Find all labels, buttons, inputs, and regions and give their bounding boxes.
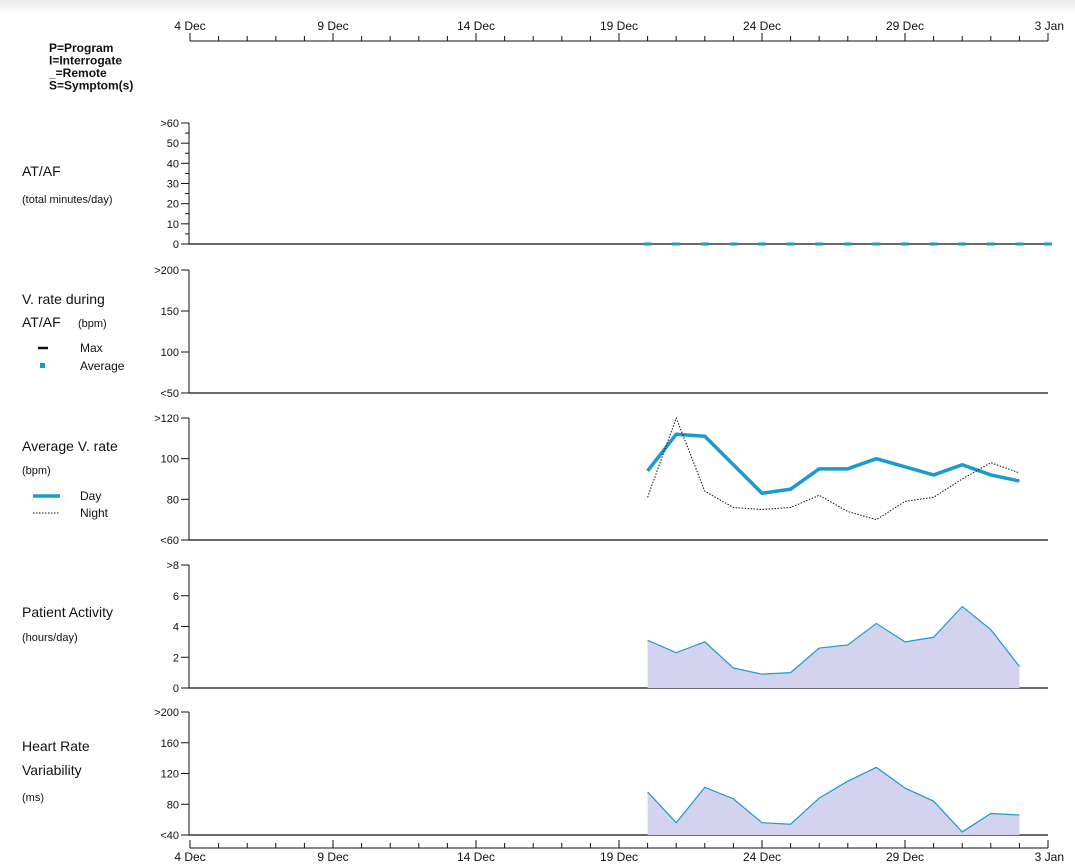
y-tick-label: 80 (167, 494, 179, 506)
y-tick-label: >120 (154, 413, 179, 425)
panel-title-unit: (bpm) (78, 318, 107, 330)
bottom-x-tick-label: 29 Dec (886, 850, 924, 864)
af-zero-marker (815, 242, 824, 246)
panel-title: AT/AF (22, 163, 61, 179)
y-tick-label: 120 (161, 769, 179, 781)
event-code-legend: I=Interrogate (49, 54, 122, 68)
y-tick-label: >200 (154, 707, 179, 719)
y-tick-label: 2 (173, 652, 179, 664)
af-zero-marker (729, 242, 738, 246)
area-line (647, 766, 1020, 833)
af-zero-marker (643, 242, 652, 246)
af-zero-marker (872, 242, 881, 246)
y-tick-label: <60 (160, 535, 179, 547)
y-tick-label: <50 (160, 388, 179, 400)
panel-title: Heart Rate (22, 738, 90, 754)
y-tick-label: >60 (160, 118, 179, 130)
panel-subtitle: (ms) (22, 792, 44, 804)
top-x-tick-label: 9 Dec (317, 19, 348, 33)
panel-subtitle: (bpm) (22, 465, 51, 477)
panel-title: V. rate during (22, 291, 105, 307)
legend-label: Max (80, 341, 103, 355)
af-zero-marker (958, 242, 967, 246)
y-tick-label: >200 (154, 265, 179, 277)
area-fill (647, 606, 1020, 688)
event-code-legend: S=Symptom(s) (49, 79, 133, 93)
night-rate-line (647, 416, 1020, 521)
panel-title: AT/AF (22, 314, 61, 330)
y-tick-label: 50 (167, 138, 179, 150)
af-zero-marker (929, 242, 938, 246)
day-rate-line (646, 432, 1020, 495)
top-x-tick-label: 3 Jan (1035, 19, 1064, 33)
top-x-tick-label: 29 Dec (886, 19, 924, 33)
y-tick-label: 10 (167, 219, 179, 231)
bottom-x-tick-label: 4 Dec (174, 850, 205, 864)
event-code-legend: _=Remote (48, 66, 107, 80)
legend-label: Day (80, 489, 101, 503)
af-zero-marker (758, 242, 766, 246)
top-x-tick-label: 14 Dec (457, 19, 495, 33)
y-tick-label: 6 (173, 591, 179, 603)
legend-label: Average (80, 359, 125, 373)
event-code-legend: P=Program (49, 41, 113, 55)
top-x-tick-label: 19 Dec (600, 19, 638, 33)
y-tick-label: 100 (161, 454, 179, 466)
panel-subtitle: (hours/day) (22, 632, 78, 644)
y-tick-label: 40 (167, 158, 179, 170)
y-tick-label: 100 (161, 347, 179, 359)
y-tick-label: 150 (161, 306, 179, 318)
panel-title: Variability (22, 762, 82, 778)
af-zero-marker (1015, 242, 1024, 246)
af-zero-marker (843, 242, 852, 246)
panel-title: Patient Activity (22, 604, 113, 620)
area-fill (647, 767, 1020, 835)
bottom-x-tick-label: 24 Dec (743, 850, 781, 864)
panel-subtitle: (total minutes/day) (22, 194, 112, 206)
top-x-tick-label: 24 Dec (743, 19, 781, 33)
y-tick-label: 160 (161, 738, 179, 750)
y-tick-label: 4 (173, 622, 179, 634)
af-zero-marker (786, 242, 795, 246)
af-zero-marker (672, 242, 681, 246)
panel-title: Average V. rate (22, 438, 118, 454)
y-tick-label: 80 (167, 799, 179, 811)
bottom-x-tick-label: 3 Jan (1035, 850, 1064, 864)
top-x-tick-label: 4 Dec (174, 19, 205, 33)
y-tick-label: 30 (167, 179, 179, 191)
af-zero-marker (1044, 242, 1052, 246)
legend-label: Night (80, 506, 109, 520)
y-tick-label: 0 (173, 683, 179, 695)
af-zero-marker (700, 242, 709, 246)
y-tick-label: >8 (166, 560, 179, 572)
legend-average-swatch (40, 363, 45, 368)
y-tick-label: 0 (173, 239, 179, 251)
top-shadow (0, 0, 1075, 14)
af-zero-marker (901, 242, 909, 246)
af-zero-marker (986, 242, 995, 246)
y-tick-label: 20 (167, 199, 179, 211)
bottom-x-tick-label: 14 Dec (457, 850, 495, 864)
bottom-x-tick-label: 19 Dec (600, 850, 638, 864)
area-line (647, 605, 1020, 675)
y-tick-label: <40 (160, 830, 179, 842)
bottom-x-tick-label: 9 Dec (317, 850, 348, 864)
